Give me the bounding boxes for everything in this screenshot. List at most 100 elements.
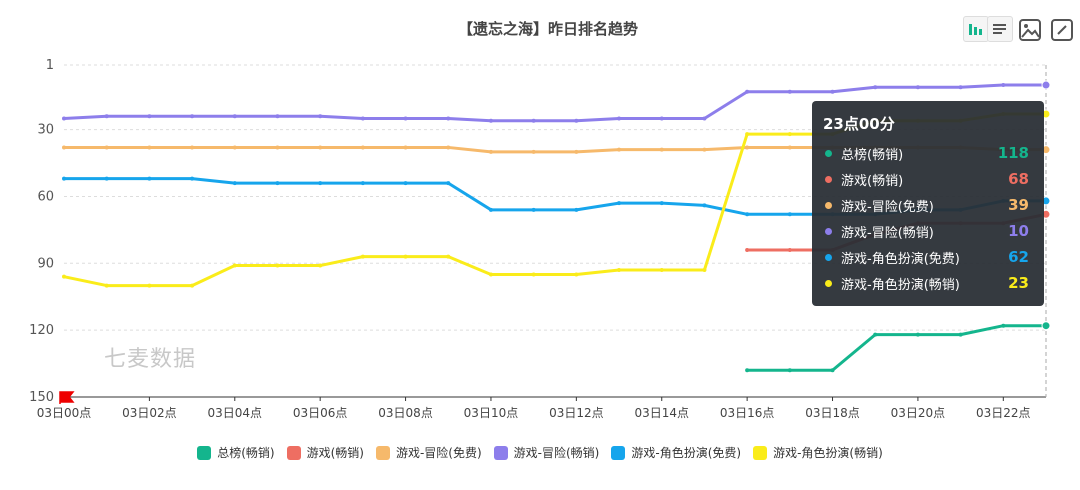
data-point [745, 368, 750, 373]
legend-label: 游戏-冒险(免费) [395, 446, 482, 460]
tooltip-dot [825, 149, 832, 157]
data-point [873, 332, 878, 337]
legend-item[interactable]: 游戏-冒险(畅销) [493, 444, 600, 461]
data-point [318, 145, 323, 150]
data-point [62, 274, 66, 279]
data-point [403, 254, 408, 259]
data-point [190, 114, 195, 119]
legend-item[interactable]: 游戏-角色扮演(免费) [611, 444, 741, 461]
tooltip-value: 68 [1008, 170, 1029, 188]
tooltip-value: 118 [997, 144, 1029, 162]
legend-swatch [753, 445, 768, 460]
series-line [63, 83, 1046, 123]
data-point [446, 116, 451, 121]
legend-swatch [611, 445, 626, 460]
y-tick-label: 1 [46, 58, 54, 73]
tooltip-dot [825, 175, 832, 183]
data-point [830, 368, 835, 373]
data-point [488, 118, 493, 123]
data-point [275, 263, 280, 268]
chart-title: 【遗忘之海】昨日排名趋势 [457, 20, 638, 38]
data-point [531, 118, 536, 123]
data-point [787, 89, 792, 94]
legend-label: 游戏-角色扮演(畅销) [773, 446, 883, 460]
legend-item[interactable]: 游戏(畅销) [286, 444, 364, 461]
data-point [915, 332, 920, 337]
x-tick-label: 03日20点 [891, 406, 946, 420]
data-point [318, 181, 323, 186]
x-tick-label: 03日18点 [805, 406, 860, 420]
data-point [190, 283, 195, 288]
legend-label: 游戏-角色扮演(免费) [631, 446, 742, 460]
data-point [360, 254, 365, 259]
legend-swatch [375, 445, 390, 460]
data-point [104, 114, 109, 119]
legend-item[interactable]: 总榜(畅销) [197, 444, 275, 461]
tooltip-dot [825, 201, 832, 209]
data-point [488, 207, 493, 212]
data-point [787, 212, 792, 217]
series-line [747, 324, 1046, 372]
data-point [787, 145, 792, 150]
data-point [958, 332, 963, 337]
data-point [1001, 83, 1006, 88]
data-point [104, 283, 109, 288]
legend-swatch [197, 445, 212, 460]
data-point [403, 116, 408, 121]
data-point [147, 283, 152, 288]
data-point [745, 247, 750, 252]
data-point [574, 272, 579, 277]
legend-item[interactable]: 游戏-冒险(免费) [375, 444, 482, 461]
tooltip-series-name: 游戏(畅销) [841, 173, 904, 189]
data-point [232, 263, 237, 268]
tooltip-dot [825, 253, 832, 261]
data-point [574, 207, 579, 212]
data-point [745, 132, 750, 137]
data-point [104, 176, 109, 181]
data-point [275, 114, 280, 119]
x-tick-label: 03日10点 [464, 406, 519, 420]
data-point [1001, 323, 1006, 328]
data-point [958, 85, 963, 90]
data-point [830, 89, 835, 94]
legend-swatch [493, 445, 508, 460]
tooltip-series-name: 游戏-冒险(免费) [841, 199, 934, 215]
data-view-icon[interactable] [987, 16, 1013, 42]
data-point [659, 201, 664, 206]
data-point [62, 145, 66, 150]
tooltip-series-name: 总榜(畅销) [841, 147, 904, 163]
x-tick-label: 03日12点 [549, 406, 604, 420]
data-point [745, 212, 750, 217]
tooltip-value: 39 [1008, 196, 1029, 214]
legend-item[interactable]: 游戏-角色扮演(畅销) [753, 444, 883, 461]
tooltip-series-name: 游戏-冒险(畅销) [841, 225, 934, 241]
legend-label: 总榜(畅销) [217, 446, 275, 460]
data-point [915, 85, 920, 90]
tooltip-value: 62 [1008, 248, 1029, 266]
tooltip-dot [825, 279, 832, 287]
tooltip-row: 游戏-冒险(畅销) 10 [823, 218, 1033, 244]
data-point [745, 89, 750, 94]
data-point [745, 145, 750, 150]
data-point [702, 147, 707, 152]
data-point [275, 181, 280, 186]
tooltip-series-name: 游戏-角色扮演(畅销) [841, 277, 960, 293]
save-image-icon[interactable] [1018, 18, 1042, 46]
data-point [659, 267, 664, 272]
data-point [1041, 321, 1051, 331]
data-point [531, 272, 536, 277]
x-tick-label: 03日02点 [122, 406, 177, 420]
flag-icon [59, 391, 75, 404]
tooltip-value: 10 [1008, 222, 1029, 240]
y-tick-label: 30 [37, 123, 54, 138]
data-point [147, 114, 152, 119]
data-point [446, 145, 451, 150]
data-point [403, 181, 408, 186]
y-tick-label: 120 [29, 323, 54, 338]
data-point [659, 116, 664, 121]
data-point [617, 116, 622, 121]
legend-label: 游戏-冒险(畅销) [513, 446, 600, 460]
restore-icon[interactable] [1050, 18, 1074, 46]
data-point [787, 132, 792, 137]
tooltip-title: 23点00分 [823, 115, 895, 133]
